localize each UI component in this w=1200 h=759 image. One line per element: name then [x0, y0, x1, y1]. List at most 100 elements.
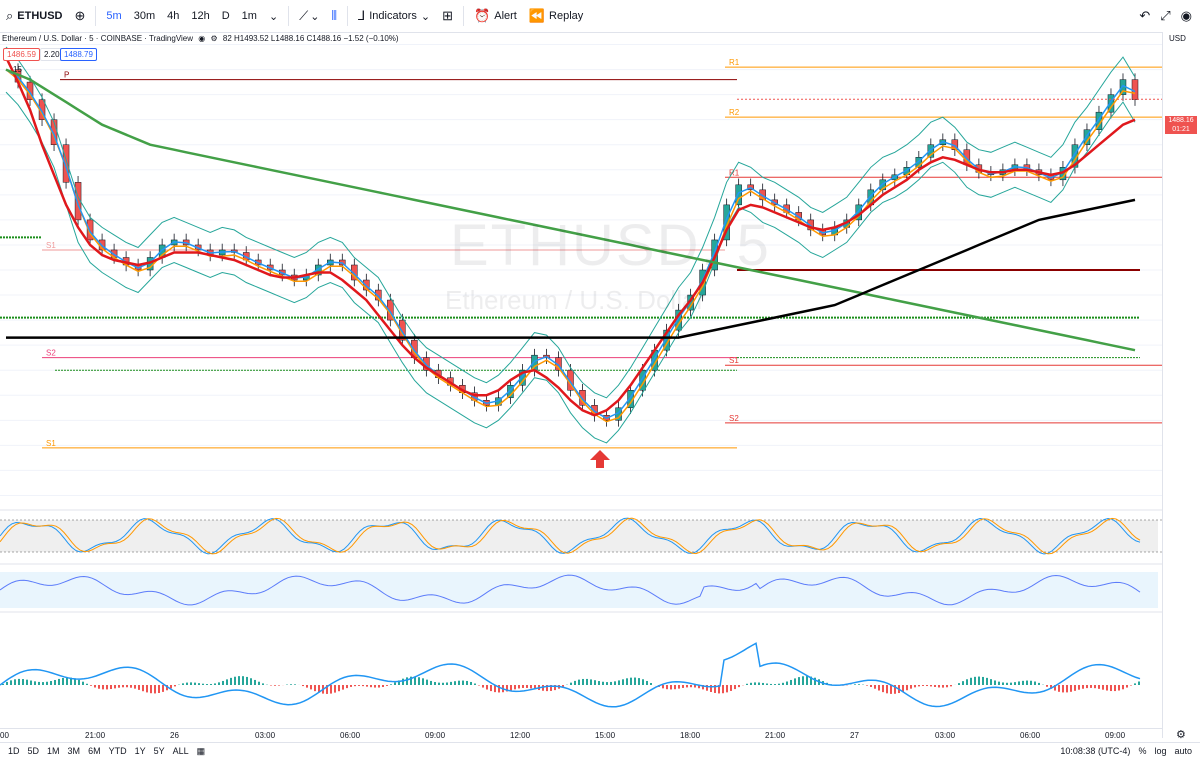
- search-icon: ⌕: [6, 8, 13, 24]
- macd-histogram-bar: [394, 682, 396, 685]
- macd-histogram-bar: [274, 685, 276, 686]
- range-all[interactable]: ALL: [169, 746, 193, 756]
- replay-button[interactable]: ⏪ Replay: [523, 0, 589, 32]
- time-tick-label: 15:00: [595, 731, 615, 740]
- interval-30m[interactable]: 30m: [128, 0, 161, 32]
- macd-histogram-bar: [1106, 685, 1108, 691]
- macd-histogram-bar: [1098, 685, 1100, 689]
- macd-histogram-bar: [726, 685, 728, 692]
- macd-histogram-bar: [142, 685, 144, 691]
- macd-histogram-bar: [310, 685, 312, 689]
- chart-area[interactable]: R3R1PR2R1S1S2S1S1S21510.001500.001490.00…: [0, 32, 1162, 738]
- camera-icon[interactable]: ◉: [1181, 8, 1192, 24]
- interval-1m[interactable]: 1m: [236, 0, 263, 32]
- macd-histogram-bar: [866, 685, 868, 686]
- macd-histogram-bar: [126, 685, 128, 687]
- macd-histogram-bar: [874, 685, 876, 689]
- range-3m[interactable]: 3M: [64, 746, 85, 756]
- log-toggle[interactable]: log: [1154, 746, 1166, 756]
- macd-histogram-bar: [1046, 685, 1048, 687]
- symbol-search-button[interactable]: ⌕ ETHUSD: [0, 0, 69, 32]
- macd-histogram-bar: [1062, 685, 1064, 692]
- range-1y[interactable]: 1Y: [131, 746, 150, 756]
- range-5y[interactable]: 5Y: [150, 746, 169, 756]
- macd-histogram-bar: [14, 679, 16, 685]
- macd-histogram-bar: [530, 685, 532, 688]
- rewind-icon: ⏪: [529, 8, 545, 24]
- currency-label[interactable]: USD: [1169, 34, 1186, 43]
- interval-dropdown-button[interactable]: ⌄: [263, 0, 284, 32]
- auto-toggle[interactable]: auto: [1174, 746, 1192, 756]
- macd-histogram-bar: [342, 685, 344, 690]
- bar-style-button[interactable]: ⫴: [326, 0, 343, 32]
- macd-histogram-bar: [570, 683, 572, 685]
- range-1m[interactable]: 1M: [43, 746, 64, 756]
- price-chart[interactable]: R3R1PR2R1S1S2S1S1S21510.001500.001490.00…: [0, 32, 1162, 738]
- interval-4h[interactable]: 4h: [161, 0, 185, 32]
- macd-histogram-bar: [454, 681, 456, 685]
- range-6m[interactable]: 6M: [84, 746, 105, 756]
- interval-5m[interactable]: 5m: [100, 0, 127, 32]
- macd-histogram-bar: [934, 685, 936, 687]
- interval-d[interactable]: D: [216, 0, 236, 32]
- macd-histogram-bar: [618, 680, 620, 685]
- time-tick-label: 21:00: [765, 731, 785, 740]
- settings-gear-icon[interactable]: ⚙: [1176, 728, 1186, 741]
- macd-histogram-bar: [794, 678, 796, 685]
- legend-title: Ethereum / U.S. Dollar · 5 · COINBASE · …: [2, 34, 193, 43]
- macd-histogram-bar: [482, 685, 484, 688]
- macd-histogram-bar: [378, 685, 380, 688]
- macd-histogram-bar: [914, 685, 916, 687]
- macd-histogram-bar: [1014, 682, 1016, 685]
- time-tick-label: 00: [0, 731, 9, 740]
- macd-histogram-bar: [390, 684, 392, 685]
- macd-histogram-bar: [606, 682, 608, 685]
- macd-histogram-bar: [422, 678, 424, 685]
- macd-histogram-bar: [790, 680, 792, 685]
- alert-button[interactable]: ⏰ Alert: [468, 0, 523, 32]
- macd-histogram-bar: [314, 685, 316, 691]
- fullscreen-icon[interactable]: ⤢: [1160, 8, 1170, 24]
- indicators-button[interactable]: ⅃ Indicators ⌄: [352, 0, 436, 32]
- calendar-icon[interactable]: ▦: [193, 746, 210, 757]
- macd-histogram-bar: [978, 677, 980, 685]
- chart-style-button[interactable]: ⟋ ⌄: [293, 0, 325, 32]
- macd-histogram-bar: [746, 684, 748, 685]
- legend-settings-icon[interactable]: ⚙: [210, 34, 217, 43]
- macd-histogram-bar: [470, 682, 472, 685]
- clock[interactable]: 10:08:38 (UTC-4): [1060, 746, 1130, 756]
- macd-histogram-bar: [946, 685, 948, 687]
- interval-12h[interactable]: 12h: [185, 0, 215, 32]
- macd-histogram-bar: [290, 684, 292, 685]
- percent-toggle[interactable]: %: [1138, 746, 1146, 756]
- macd-histogram-bar: [738, 685, 740, 687]
- macd-histogram-bar: [158, 685, 160, 693]
- add-symbol-button[interactable]: ⊕: [69, 0, 92, 32]
- time-tick-label: 27: [850, 731, 859, 740]
- macd-histogram-bar: [54, 680, 56, 685]
- macd-histogram-bar: [162, 685, 164, 692]
- macd-histogram-bar: [942, 685, 944, 688]
- price-axis[interactable]: USD: [1162, 32, 1200, 738]
- macd-histogram-bar: [574, 681, 576, 685]
- macd-histogram-bar: [238, 676, 240, 685]
- divider: [288, 6, 289, 26]
- undo-icon[interactable]: ↶: [1139, 8, 1150, 24]
- templates-button[interactable]: ⊞: [436, 0, 459, 32]
- time-tick-label: 12:00: [510, 731, 530, 740]
- range-ytd[interactable]: YTD: [105, 746, 131, 756]
- macd-histogram-bar: [206, 684, 208, 685]
- macd-histogram-bar: [442, 683, 444, 685]
- macd-histogram-bar: [918, 685, 920, 686]
- range-1d[interactable]: 1D: [4, 746, 24, 756]
- macd-histogram-bar: [678, 685, 680, 689]
- legend-eye-icon[interactable]: ◉: [198, 34, 205, 43]
- macd-histogram-bar: [594, 680, 596, 685]
- macd-histogram-bar: [358, 685, 360, 686]
- macd-histogram-bar: [18, 679, 20, 685]
- ask-price-badge[interactable]: 1488.79: [60, 48, 97, 61]
- bid-price-badge[interactable]: 1486.59: [3, 48, 40, 61]
- pivot-label: S2: [729, 414, 739, 423]
- range-5d[interactable]: 5D: [24, 746, 44, 756]
